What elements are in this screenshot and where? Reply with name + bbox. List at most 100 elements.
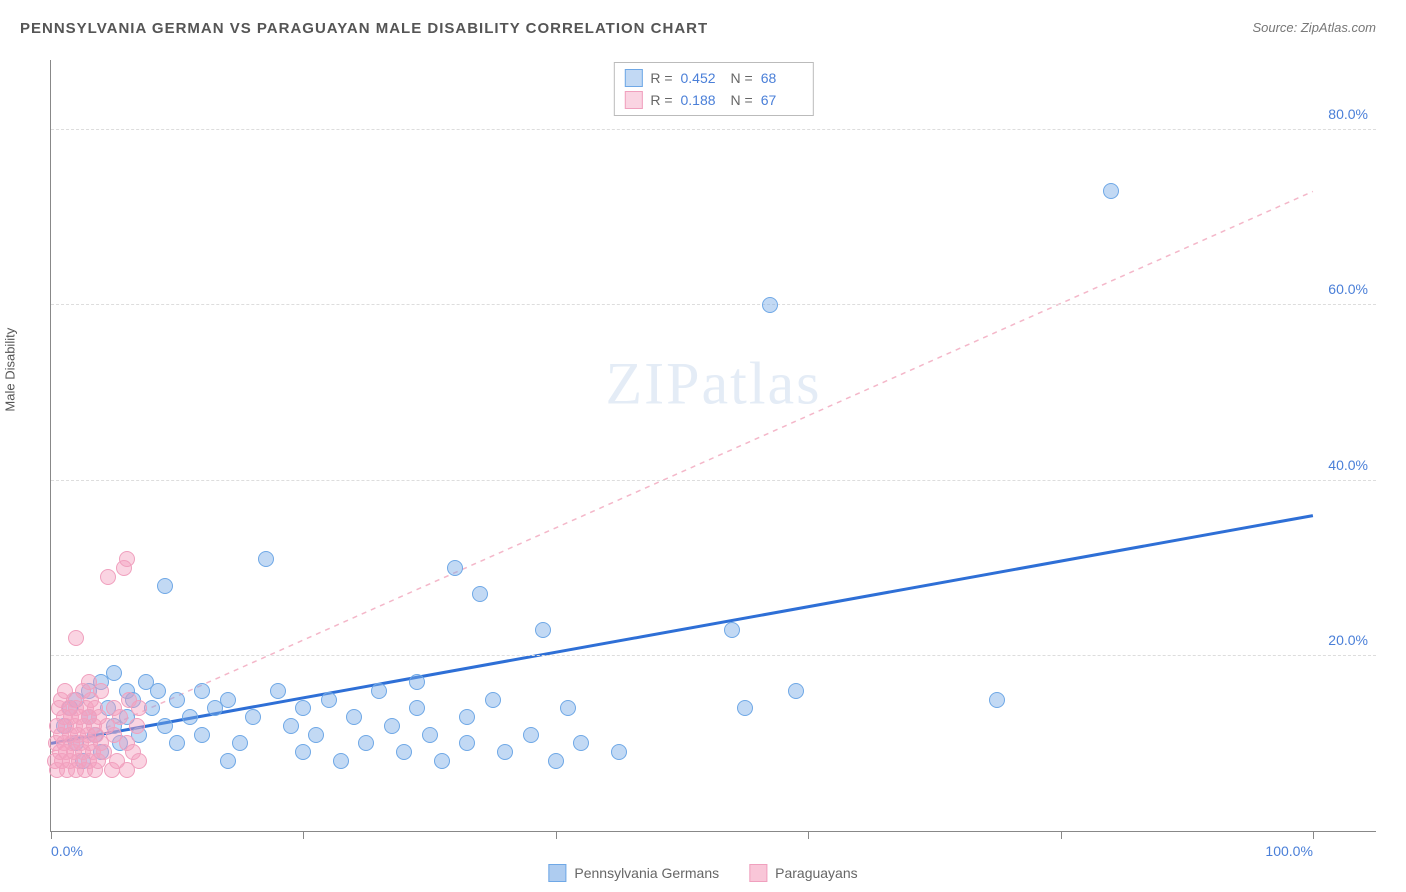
data-point [150,683,166,699]
data-point [119,551,135,567]
data-point [371,683,387,699]
data-point [129,718,145,734]
data-point [396,744,412,760]
data-point [169,735,185,751]
data-point [472,586,488,602]
chart-header: PENNSYLVANIA GERMAN VS PARAGUAYAN MALE D… [0,0,1406,47]
legend-label: Paraguayans [775,865,858,881]
legend-swatch [548,864,566,882]
stat-r-value: 0.452 [681,70,723,86]
x-tick [556,831,557,839]
x-tick [1313,831,1314,839]
data-point [112,709,128,725]
watermark-zip: ZIP [606,350,702,416]
data-point [611,744,627,760]
x-tick [1061,831,1062,839]
stat-r-label: R = [650,70,672,86]
stat-n-label: N = [731,70,753,86]
data-point [523,727,539,743]
data-point [131,753,147,769]
scatter-chart: ZIPatlas R = 0.452 N = 68 R = 0.188 N = 67 20.0… [50,60,1376,832]
data-point [295,700,311,716]
data-point [68,630,84,646]
chart-legend: Pennsylvania Germans Paraguayans [548,864,857,882]
data-point [232,735,248,751]
correlation-stats-box: R = 0.452 N = 68 R = 0.188 N = 67 [613,62,813,116]
data-point [485,692,501,708]
stats-row: R = 0.452 N = 68 [624,67,802,89]
data-point [106,665,122,681]
x-tick-label: 0.0% [51,843,83,859]
gridline [51,480,1376,481]
data-point [157,718,173,734]
data-point [573,735,589,751]
y-tick-label: 20.0% [1328,632,1368,648]
data-point [358,735,374,751]
trendline [51,191,1313,752]
data-point [447,560,463,576]
gridline [51,655,1376,656]
data-point [409,700,425,716]
legend-swatch [624,69,642,87]
gridline [51,129,1376,130]
data-point [245,709,261,725]
x-tick-label: 100.0% [1265,843,1312,859]
data-point [321,692,337,708]
data-point [989,692,1005,708]
source-credit: Source: ZipAtlas.com [1252,20,1376,35]
data-point [295,744,311,760]
data-point [169,692,185,708]
chart-title: PENNSYLVANIA GERMAN VS PARAGUAYAN MALE D… [20,20,708,37]
data-point [422,727,438,743]
data-point [194,683,210,699]
legend-swatch [749,864,767,882]
data-point [737,700,753,716]
data-point [1103,183,1119,199]
data-point [100,569,116,585]
stats-row: R = 0.188 N = 67 [624,89,802,111]
x-tick [51,831,52,839]
data-point [459,735,475,751]
data-point [724,622,740,638]
data-point [157,578,173,594]
data-point [194,727,210,743]
data-point [131,700,147,716]
data-point [81,674,97,690]
data-point [283,718,299,734]
legend-label: Pennsylvania Germans [574,865,719,881]
gridline [51,304,1376,305]
data-point [258,551,274,567]
data-point [560,700,576,716]
data-point [270,683,286,699]
watermark-text: ZIPatlas [606,349,822,418]
legend-item: Pennsylvania Germans [548,864,719,882]
x-tick [303,831,304,839]
data-point [220,753,236,769]
y-tick-label: 80.0% [1328,106,1368,122]
data-point [434,753,450,769]
legend-item: Paraguayans [749,864,858,882]
y-tick-label: 40.0% [1328,457,1368,473]
data-point [182,709,198,725]
watermark-atlas: atlas [702,350,822,416]
stat-r-value: 0.188 [681,92,723,108]
data-point [459,709,475,725]
data-point [220,692,236,708]
data-point [346,709,362,725]
y-axis-label: Male Disability [3,328,18,412]
data-point [384,718,400,734]
data-point [497,744,513,760]
data-point [409,674,425,690]
data-point [308,727,324,743]
data-point [788,683,804,699]
stat-n-value: 68 [761,70,803,86]
x-tick [808,831,809,839]
stat-n-label: N = [731,92,753,108]
y-tick-label: 60.0% [1328,281,1368,297]
data-point [535,622,551,638]
stat-r-label: R = [650,92,672,108]
data-point [762,297,778,313]
legend-swatch [624,91,642,109]
stat-n-value: 67 [761,92,803,108]
data-point [548,753,564,769]
